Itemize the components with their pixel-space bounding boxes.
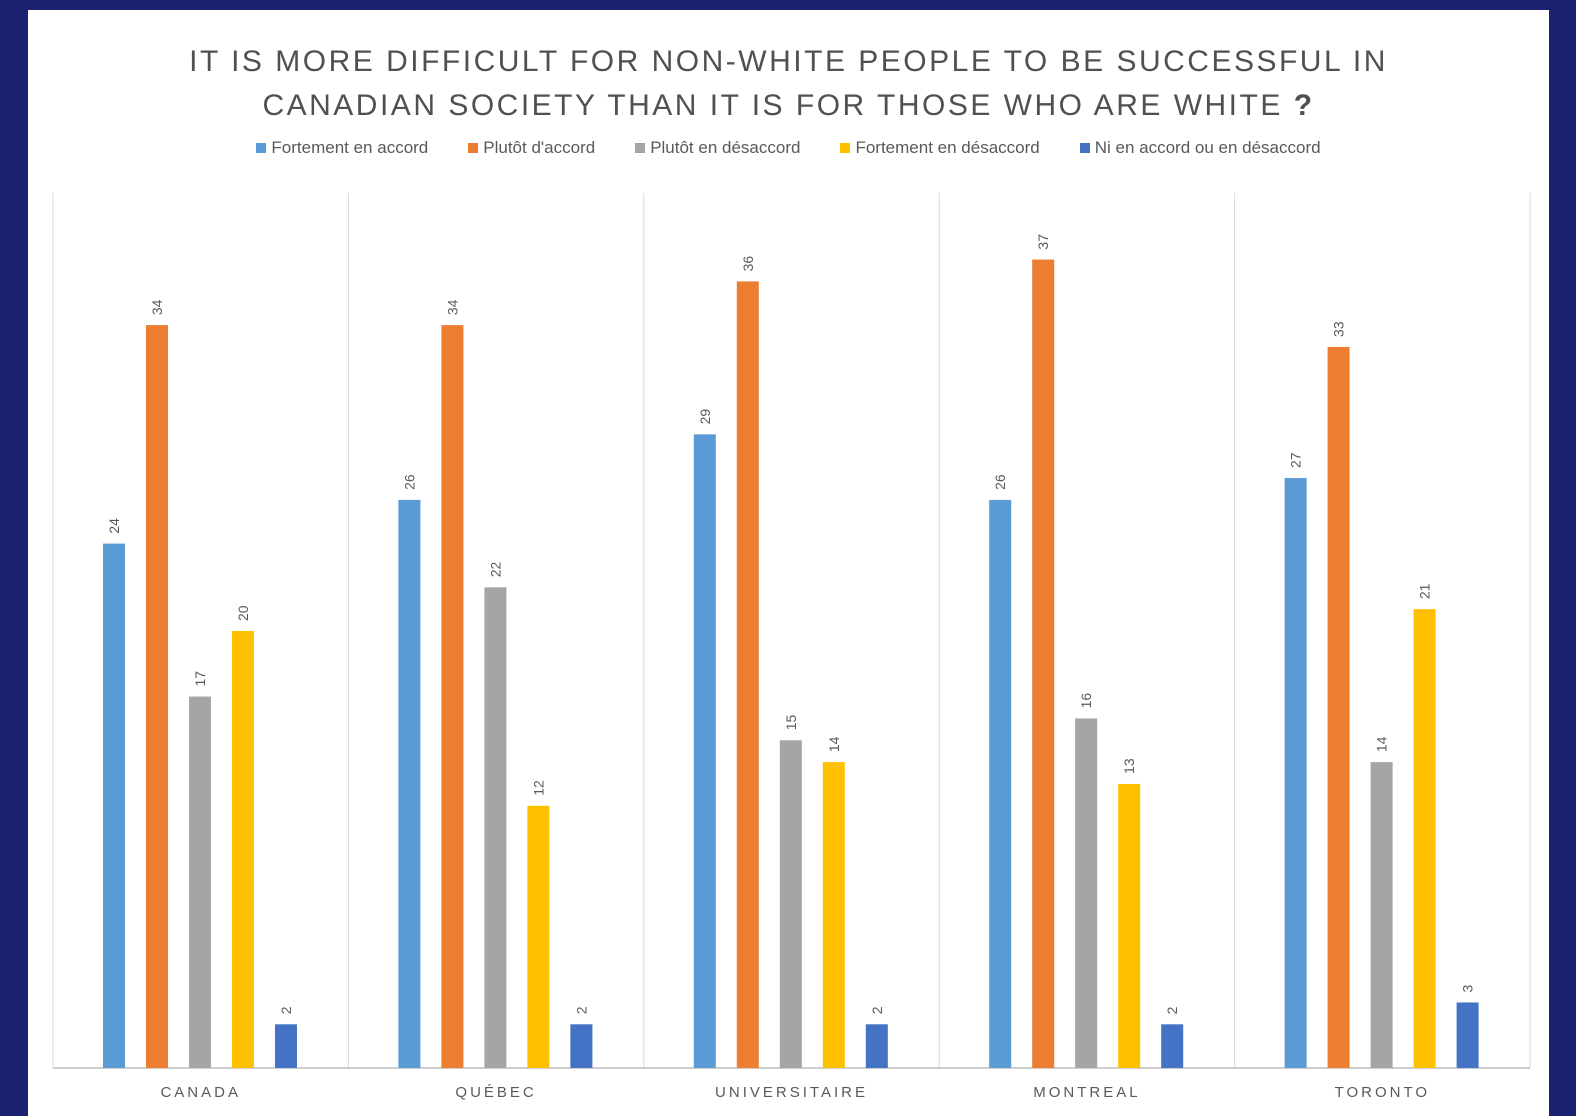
data-label-1-3: 12 (530, 780, 546, 796)
bar-0-1 (146, 325, 168, 1069)
bar-0-0 (103, 543, 125, 1068)
bar-3-0 (989, 499, 1012, 1068)
data-label-4-0: 27 (1288, 452, 1304, 468)
legend-label-5: Ni en accord ou en désaccord (1094, 138, 1321, 157)
legend-item-5: Ni en accord ou en désaccord (1079, 138, 1321, 158)
bar-3-2 (1075, 718, 1098, 1068)
data-label-4-3: 21 (1417, 583, 1433, 599)
bar-4-4 (1456, 1002, 1479, 1068)
data-label-0-0: 24 (106, 518, 122, 534)
chart-title: IT IS MORE DIFFICULT FOR NON-WHITE PEOPL… (28, 40, 1549, 128)
legend-swatch-1 (256, 143, 267, 153)
data-label-2-2: 15 (783, 714, 799, 730)
bar-1-3 (527, 805, 550, 1068)
title-question-mark: ? (1293, 89, 1315, 122)
bar-chart-svg: 243417202CANADA263422122QUÉBEC293615142U… (52, 193, 1531, 1101)
legend-label-1: Fortement en accord (271, 138, 429, 157)
data-label-2-0: 29 (697, 409, 713, 425)
bar-1-2 (484, 587, 507, 1068)
bar-1-4 (570, 1024, 593, 1068)
bar-2-4 (865, 1024, 888, 1068)
data-label-4-2: 14 (1374, 736, 1390, 752)
bar-2-0 (693, 434, 716, 1069)
data-label-1-2: 22 (487, 562, 503, 578)
category-label-4: TORONTO (1335, 1084, 1430, 1101)
bar-4-3 (1413, 609, 1436, 1068)
legend-swatch-2 (468, 143, 479, 153)
chart-panel: IT IS MORE DIFFICULT FOR NON-WHITE PEOPL… (28, 10, 1549, 1116)
data-label-2-1: 36 (740, 256, 756, 272)
data-label-3-1: 37 (1035, 234, 1051, 250)
legend-swatch-5 (1079, 143, 1090, 153)
chart-legend: Fortement en accord Plutôt d'accord Plut… (28, 138, 1549, 158)
bar-0-2 (189, 696, 211, 1068)
data-label-0-3: 20 (235, 605, 251, 621)
data-label-3-4: 2 (1164, 1006, 1180, 1014)
data-label-3-3: 13 (1121, 758, 1137, 774)
legend-label-3: Plutôt en désaccord (650, 138, 801, 157)
legend-swatch-4 (840, 143, 851, 153)
bar-4-1 (1327, 346, 1350, 1068)
data-label-2-4: 2 (869, 1006, 885, 1014)
data-label-1-0: 26 (401, 474, 417, 490)
bar-2-3 (822, 762, 845, 1068)
title-line-2: CANADIAN SOCIETY THAN IT IS FOR THOSE WH… (28, 84, 1549, 128)
legend-item-2: Plutôt d'accord (468, 138, 595, 158)
bar-3-1 (1032, 259, 1055, 1068)
data-label-0-4: 2 (278, 1006, 294, 1014)
legend-item-4: Fortement en désaccord (840, 138, 1040, 158)
bar-2-2 (779, 740, 802, 1068)
bar-3-3 (1118, 783, 1141, 1068)
category-label-0: CANADA (160, 1084, 241, 1101)
data-label-4-1: 33 (1331, 321, 1347, 337)
title-line-1: IT IS MORE DIFFICULT FOR NON-WHITE PEOPL… (189, 45, 1388, 78)
bar-2-1 (736, 281, 759, 1068)
data-label-0-1: 34 (149, 299, 165, 315)
data-label-3-2: 16 (1078, 693, 1094, 709)
bar-0-3 (232, 631, 254, 1068)
bar-0-4 (275, 1024, 297, 1068)
data-label-2-3: 14 (826, 736, 842, 752)
bar-1-1 (441, 325, 464, 1069)
data-label-1-1: 34 (444, 299, 460, 315)
data-label-1-4: 2 (573, 1006, 589, 1014)
data-label-3-0: 26 (992, 474, 1008, 490)
category-label-1: QUÉBEC (455, 1084, 536, 1101)
legend-swatch-3 (635, 143, 646, 153)
bar-1-0 (398, 499, 421, 1068)
category-label-2: UNIVERSITAIRE (715, 1084, 868, 1101)
data-label-4-4: 3 (1460, 984, 1476, 992)
data-label-0-2: 17 (192, 671, 208, 687)
legend-label-4: Fortement en désaccord (855, 138, 1040, 157)
legend-label-2: Plutôt d'accord (483, 138, 596, 157)
category-label-3: MONTREAL (1033, 1084, 1140, 1101)
bar-3-4 (1161, 1024, 1184, 1068)
legend-item-3: Plutôt en désaccord (635, 138, 800, 158)
legend-item-1: Fortement en accord (256, 138, 428, 158)
title-line-2-text: CANADIAN SOCIETY THAN IT IS FOR THOSE WH… (262, 89, 1283, 122)
bar-4-2 (1370, 762, 1393, 1068)
bar-4-0 (1284, 478, 1307, 1068)
